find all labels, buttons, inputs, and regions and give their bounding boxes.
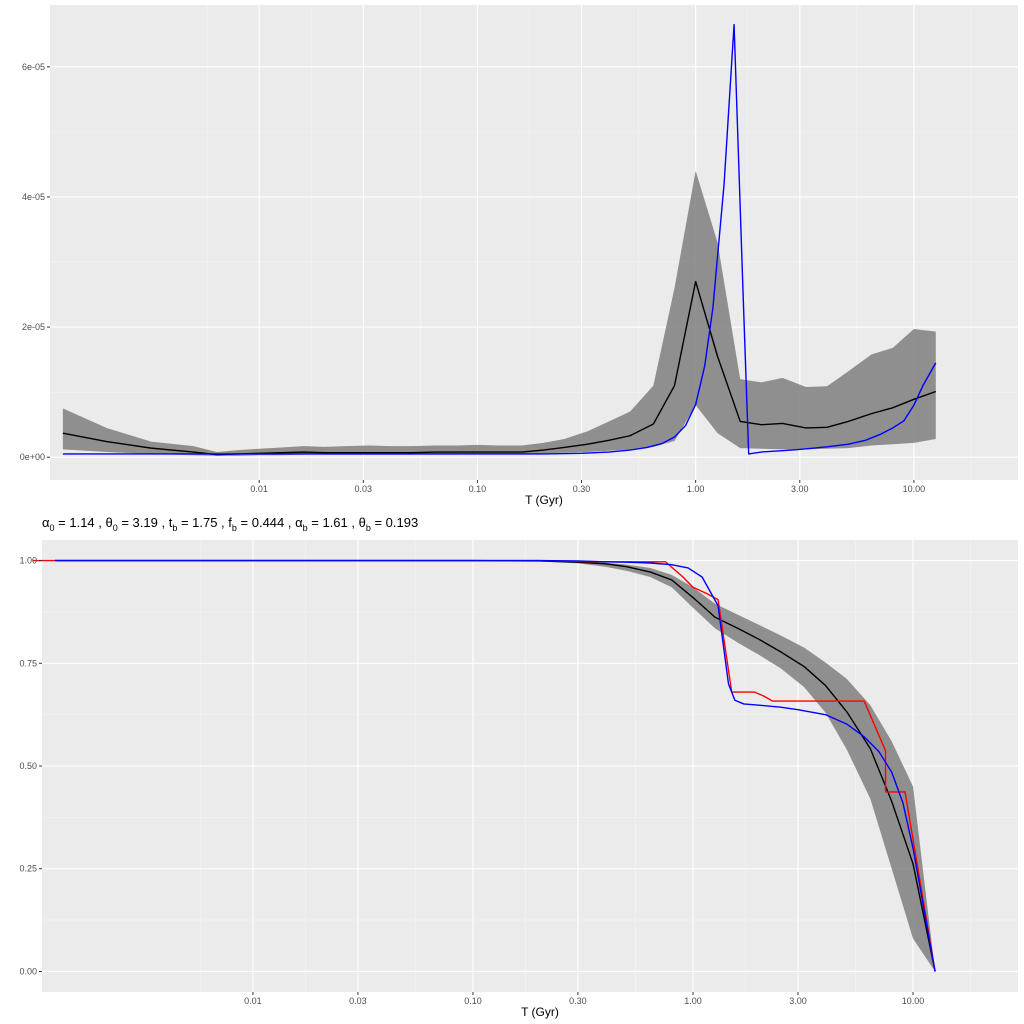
x-tick-label: 3.00 [789, 996, 807, 1006]
caption-value: = 1.14 , [55, 515, 106, 530]
y-tick-label: 0e+00 [20, 452, 45, 462]
y-tick-label: 0.25 [19, 864, 37, 874]
x-axis-title: T (Gyr) [521, 1005, 559, 1019]
x-tick-label: 0.03 [355, 484, 373, 494]
caption-symbol: α [295, 515, 303, 530]
blue-series-line [54, 559, 936, 972]
caption-symbol: θ [105, 515, 112, 530]
blue-series-line [62, 23, 937, 455]
y-tick-label: 6e-05 [22, 62, 45, 72]
y-tick-label: 0.50 [19, 761, 37, 771]
caption-symbol: f [228, 515, 232, 530]
caption-subscript: b [172, 523, 177, 533]
density-panel: 0.01 0.03 0.10 0.30 1.00 3.00 10.00 0e+00 2e-05 4… [20, 5, 1018, 507]
y-tick-label: 2e-05 [22, 322, 45, 332]
caption-symbol: θ [359, 515, 366, 530]
x-tick-label: 10.00 [902, 996, 925, 1006]
caption-subscript: b [232, 523, 237, 533]
caption-subscript: 0 [50, 523, 55, 533]
y-tick-label: 0.75 [19, 658, 37, 668]
x-tick-label: 1.00 [687, 484, 705, 494]
caption-symbol: α [42, 515, 50, 530]
y-tick-label: 1.00 [19, 556, 37, 566]
parameter-caption: α0 = 1.14 , θ0 = 3.19 , tb = 1.75 , fb =… [42, 515, 418, 533]
x-tick-label: 3.00 [791, 484, 809, 494]
x-tick-label: 0.10 [469, 484, 487, 494]
black-series-line [62, 280, 937, 456]
caption-subscript: b [366, 523, 371, 533]
cumulative-panel: 0.01 0.03 0.10 0.30 1.00 3.00 10.00 0.00 0.25 0.5… [19, 540, 1018, 1019]
caption-value: = 0.444 , [237, 515, 295, 530]
y-tick-label: 0.00 [19, 966, 37, 976]
caption-subscript: 0 [113, 523, 118, 533]
caption-value: = 1.61 , [308, 515, 359, 530]
caption-subscript: b [303, 523, 308, 533]
x-tick-label: 0.01 [244, 996, 262, 1006]
x-tick-label: 0.30 [573, 484, 591, 494]
caption-value: = 0.193 [371, 515, 418, 530]
y-tick-label: 4e-05 [22, 192, 45, 202]
x-axis-title: T (Gyr) [525, 493, 563, 507]
x-tick-label: 0.30 [569, 996, 587, 1006]
caption-symbol: t [169, 515, 173, 530]
confidence-band [62, 170, 936, 456]
caption-value: = 3.19 , [118, 515, 169, 530]
caption-value: = 1.75 , [177, 515, 228, 530]
x-tick-label: 1.00 [684, 996, 702, 1006]
x-tick-label: 0.03 [349, 996, 367, 1006]
x-tick-label: 0.10 [464, 996, 482, 1006]
x-tick-label: 10.00 [903, 484, 926, 494]
x-tick-label: 0.01 [250, 484, 268, 494]
